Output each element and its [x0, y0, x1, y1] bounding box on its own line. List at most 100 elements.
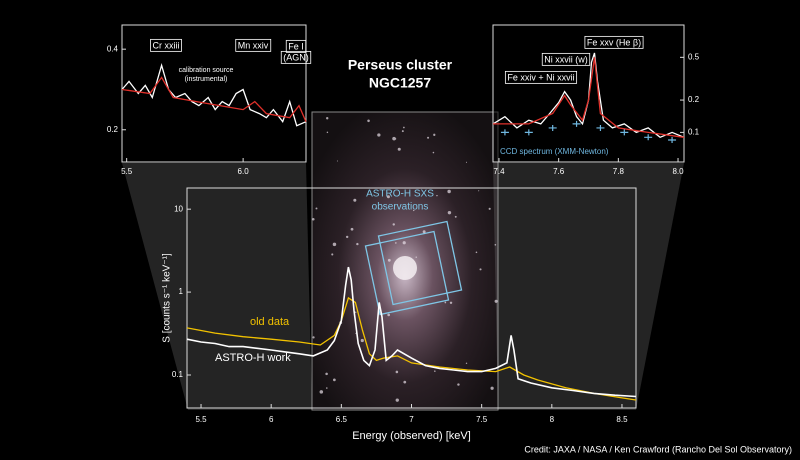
star	[325, 372, 328, 376]
x-tick-label: 8.5	[616, 415, 628, 424]
star	[402, 241, 406, 245]
star	[350, 227, 354, 231]
annotation: Cr xxiii	[153, 40, 180, 50]
annotation-box	[504, 70, 578, 84]
annotation-box	[541, 52, 591, 66]
legend-label: CCD spectrum (XMM-Newton)	[500, 147, 609, 156]
sxs-fields	[364, 220, 463, 316]
star	[465, 362, 468, 364]
sxs-label: observations	[372, 202, 429, 213]
y-tick-label: 10	[174, 204, 183, 213]
y-tick-label: 0.2	[107, 125, 119, 134]
star	[403, 126, 405, 129]
star	[315, 207, 318, 210]
star	[312, 217, 315, 221]
data-point	[524, 129, 533, 136]
star	[422, 230, 426, 234]
chart: 7.4 7.6 7.8 8.0 0.1 0.2 0.5 CCD spectrum (XMM-N…	[492, 24, 700, 176]
star	[436, 194, 438, 197]
galaxy-core	[393, 256, 417, 280]
plot-frame	[121, 24, 307, 163]
star	[488, 207, 491, 210]
data-line	[186, 296, 637, 401]
star	[336, 160, 338, 162]
star	[447, 210, 452, 215]
star	[444, 301, 447, 304]
star	[494, 299, 498, 303]
star	[434, 370, 436, 372]
star	[465, 161, 468, 163]
star	[387, 258, 391, 262]
data-line	[186, 266, 637, 398]
star	[367, 119, 370, 123]
star	[360, 338, 364, 343]
title: NGC1257	[369, 75, 431, 91]
annotation-box	[235, 38, 272, 52]
annotation-box	[285, 39, 307, 53]
y-tick-label: 0.4	[107, 44, 119, 53]
x-tick-label: 6.0	[238, 167, 250, 176]
x-tick-label: 8.0	[672, 167, 684, 176]
star	[345, 235, 349, 239]
y-tick-label: 0.5	[688, 52, 700, 61]
star	[415, 256, 417, 258]
plot-frame	[186, 187, 637, 409]
star	[377, 133, 381, 137]
star	[326, 387, 328, 389]
annotation-box	[280, 50, 312, 64]
annotation: calibration source	[179, 67, 234, 74]
star	[386, 195, 390, 199]
data-point	[500, 129, 509, 136]
annotation: (instrumental)	[185, 76, 228, 83]
star	[395, 370, 399, 374]
x-tick-label: 5.5	[195, 415, 207, 424]
x-axis-label: Energy (observed) [keV]	[352, 430, 471, 442]
star	[312, 336, 315, 339]
star	[447, 189, 451, 194]
x-tick-label: 8	[550, 415, 555, 424]
annotation: Mn xxiv	[238, 40, 269, 50]
y-tick-label: 0.1	[172, 370, 184, 379]
star	[479, 268, 482, 271]
data-point	[620, 129, 629, 136]
y-axis-label: S [counts s⁻¹ keV⁻¹]	[162, 253, 173, 343]
data-point	[668, 136, 677, 143]
star	[401, 130, 404, 133]
star	[403, 380, 407, 384]
data-line	[121, 76, 307, 122]
credit: Credit: JAXA / NASA / Ken Crawford (Ranc…	[524, 444, 792, 454]
star	[432, 151, 435, 154]
star	[449, 301, 453, 305]
star	[333, 378, 336, 382]
chart: 5.5 6 6.5 7 7.5 8 8.5 0.1 1 10 old data ASTRO-H wor…	[162, 187, 637, 442]
x-tick-label: 7.5	[476, 415, 488, 424]
star	[326, 131, 329, 134]
star	[387, 313, 391, 317]
annotation-box	[584, 35, 644, 49]
annotation: Fe xxiv + Ni xxvii	[507, 72, 574, 82]
data-line	[121, 62, 307, 127]
legend-label: ASTRO-H work	[215, 352, 291, 364]
star	[355, 311, 357, 313]
annotation: (AGN)	[283, 52, 309, 62]
star	[332, 242, 337, 247]
annotation: Ni xxvii (w)	[544, 54, 588, 64]
x-tick-label: 7.6	[553, 167, 565, 176]
x-tick-label: 5.5	[121, 167, 133, 176]
x-tick-label: 7.4	[493, 167, 505, 176]
star	[490, 386, 494, 390]
title: Perseus cluster	[348, 57, 453, 73]
star	[353, 198, 357, 202]
star	[392, 223, 395, 226]
data-point	[548, 124, 557, 131]
data-point	[572, 120, 581, 127]
sxs-label: ASTRO-H SXS	[366, 189, 434, 200]
star	[394, 242, 397, 244]
star	[395, 398, 399, 402]
chart: 5.5 6.0 0.2 0.4 Cr xxiii calibration source (i…	[107, 24, 312, 176]
y-tick-label: 0.2	[688, 95, 700, 104]
x-tick-label: 6	[269, 415, 274, 424]
annotation: Fe xxv (He β)	[587, 37, 641, 47]
